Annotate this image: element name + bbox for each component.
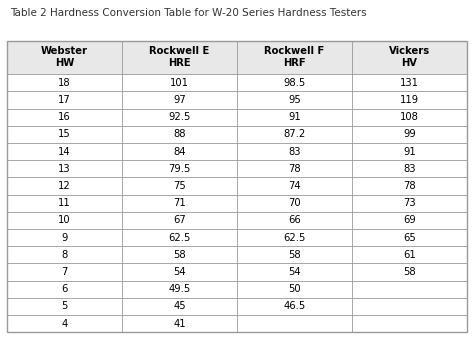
- Text: 83: 83: [288, 146, 301, 157]
- Text: 58: 58: [403, 267, 416, 277]
- Text: 97: 97: [173, 95, 186, 105]
- Text: 4: 4: [62, 319, 68, 328]
- Bar: [7, 41, 467, 332]
- Text: 131: 131: [400, 78, 419, 88]
- Text: 78: 78: [403, 181, 416, 191]
- Text: 78: 78: [288, 164, 301, 174]
- Text: 73: 73: [403, 198, 416, 208]
- Text: 119: 119: [400, 95, 419, 105]
- Bar: [7, 41, 467, 74]
- Text: 71: 71: [173, 198, 186, 208]
- Text: 8: 8: [62, 250, 68, 260]
- Text: 95: 95: [288, 95, 301, 105]
- Text: HRE: HRE: [168, 59, 191, 68]
- Text: 9: 9: [62, 233, 68, 243]
- Text: 11: 11: [58, 198, 71, 208]
- Text: 70: 70: [288, 198, 301, 208]
- Text: HRF: HRF: [283, 59, 306, 68]
- Text: 50: 50: [288, 284, 301, 294]
- Text: 108: 108: [400, 112, 419, 122]
- Text: 88: 88: [173, 129, 186, 139]
- Text: 41: 41: [173, 319, 186, 328]
- Text: HW: HW: [55, 59, 74, 68]
- Text: Table 2 Hardness Conversion Table for W-20 Series Hardness Testers: Table 2 Hardness Conversion Table for W-…: [10, 8, 367, 18]
- Text: 91: 91: [403, 146, 416, 157]
- Text: 101: 101: [170, 78, 189, 88]
- Text: 99: 99: [403, 129, 416, 139]
- Text: 54: 54: [173, 267, 186, 277]
- Text: 65: 65: [403, 233, 416, 243]
- Text: 15: 15: [58, 129, 71, 139]
- Text: 83: 83: [403, 164, 416, 174]
- Text: 84: 84: [173, 146, 186, 157]
- Text: HV: HV: [401, 59, 418, 68]
- Text: 66: 66: [288, 215, 301, 225]
- Text: 14: 14: [58, 146, 71, 157]
- Text: 67: 67: [173, 215, 186, 225]
- Text: 58: 58: [173, 250, 186, 260]
- Text: Rockwell F: Rockwell F: [264, 46, 325, 56]
- Text: 45: 45: [173, 301, 186, 312]
- Text: 54: 54: [288, 267, 301, 277]
- Text: 62.5: 62.5: [168, 233, 191, 243]
- Text: 91: 91: [288, 112, 301, 122]
- Text: 5: 5: [62, 301, 68, 312]
- Text: 61: 61: [403, 250, 416, 260]
- Text: 18: 18: [58, 78, 71, 88]
- Text: 17: 17: [58, 95, 71, 105]
- Text: 69: 69: [403, 215, 416, 225]
- Text: Vickers: Vickers: [389, 46, 430, 56]
- Text: 58: 58: [288, 250, 301, 260]
- Text: 79.5: 79.5: [168, 164, 191, 174]
- Text: 87.2: 87.2: [283, 129, 306, 139]
- Text: 92.5: 92.5: [168, 112, 191, 122]
- Text: 13: 13: [58, 164, 71, 174]
- Text: 7: 7: [62, 267, 68, 277]
- Text: 12: 12: [58, 181, 71, 191]
- Text: 75: 75: [173, 181, 186, 191]
- Text: 6: 6: [62, 284, 68, 294]
- Text: 98.5: 98.5: [283, 78, 306, 88]
- Text: 74: 74: [288, 181, 301, 191]
- Text: 46.5: 46.5: [283, 301, 306, 312]
- Text: Webster: Webster: [41, 46, 88, 56]
- Text: Rockwell E: Rockwell E: [149, 46, 210, 56]
- Bar: [7, 74, 467, 332]
- Text: 10: 10: [58, 215, 71, 225]
- Text: 62.5: 62.5: [283, 233, 306, 243]
- Text: 49.5: 49.5: [168, 284, 191, 294]
- Text: 16: 16: [58, 112, 71, 122]
